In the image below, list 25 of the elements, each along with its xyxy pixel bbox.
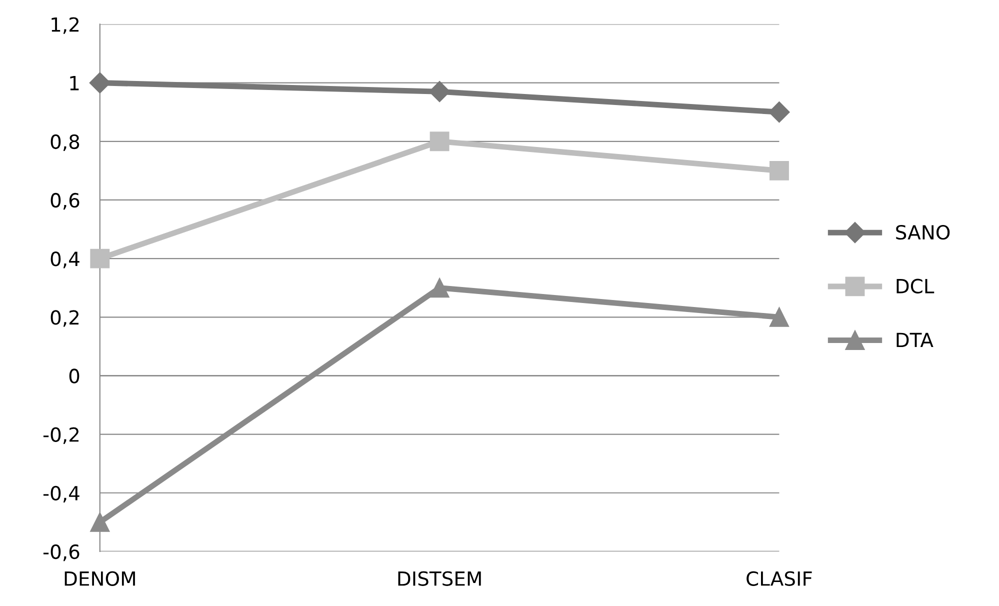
x-tick-label: DENOM xyxy=(64,571,135,586)
legend-label: SANO xyxy=(896,224,950,240)
point xyxy=(89,72,110,94)
point xyxy=(90,512,110,532)
y-tick-label: 1,2 xyxy=(52,17,79,34)
y-tick-label: 0,2 xyxy=(50,310,79,327)
point xyxy=(90,248,110,268)
y-tick-label: 0,8 xyxy=(50,134,80,152)
point xyxy=(430,132,450,152)
point xyxy=(768,102,790,123)
y-tick-label: 0,6 xyxy=(50,192,80,210)
y-tick-label: 0 xyxy=(69,368,80,384)
y-tick-label: -0,6 xyxy=(43,544,80,562)
y-tick-label: 1 xyxy=(70,76,79,90)
x-tick-label: DISTSEM xyxy=(398,571,481,586)
legend-label: DCL xyxy=(896,278,934,294)
y-tick-label: -0,2 xyxy=(43,427,79,444)
legend-label: DTA xyxy=(896,332,934,348)
point xyxy=(429,81,450,102)
point xyxy=(430,278,450,298)
y-tick-label: -0,4 xyxy=(43,486,80,503)
y-tick-label: 0,4 xyxy=(50,252,80,268)
x-tick-label: CLASIF xyxy=(746,571,812,586)
point xyxy=(769,307,789,327)
point xyxy=(769,160,789,180)
